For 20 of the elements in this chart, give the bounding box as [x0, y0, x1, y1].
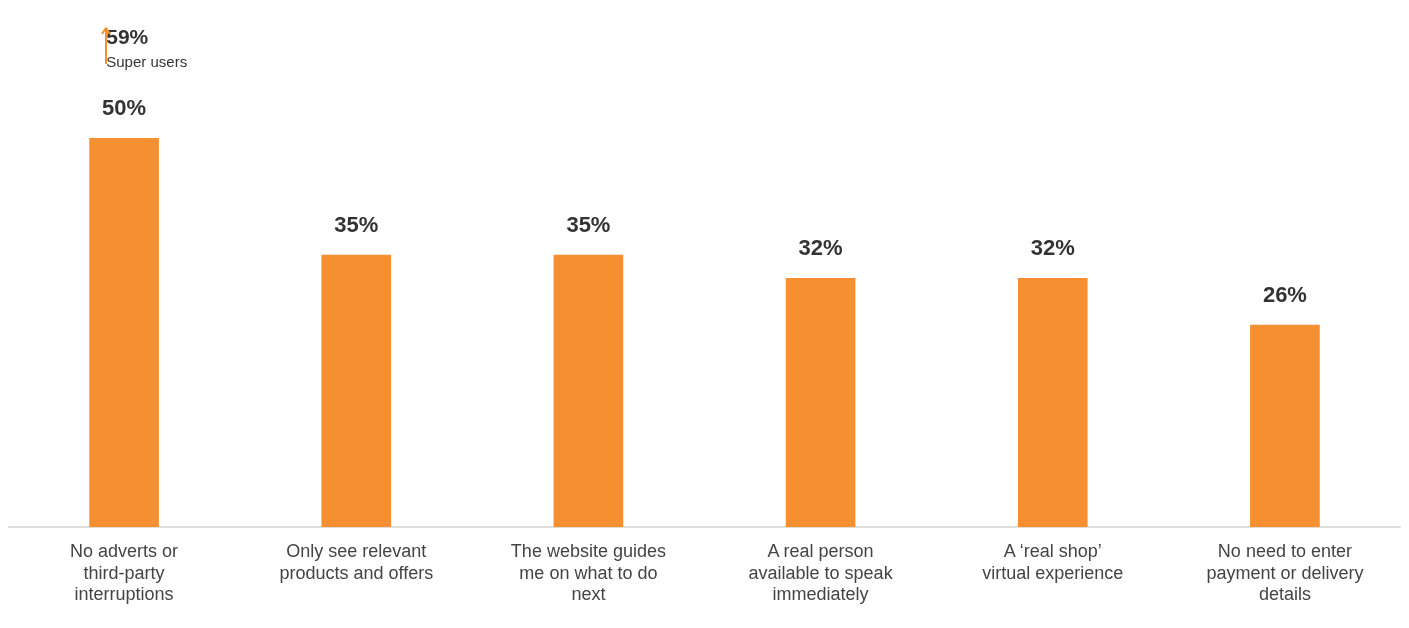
- x-tick-label: The website guides me on what to do next: [510, 540, 666, 605]
- bar: [1250, 324, 1320, 528]
- x-tick-label: A real person available to speak immediately: [748, 540, 894, 605]
- data-label: 32%: [798, 235, 843, 261]
- text: 59%: [106, 25, 149, 48]
- bar: [321, 254, 392, 528]
- bar: [785, 278, 856, 528]
- data-label: 35%: [566, 211, 611, 237]
- bar: [553, 254, 624, 528]
- data-label: 32%: [1030, 235, 1075, 261]
- bar: [89, 138, 159, 528]
- text: Super users: [106, 53, 188, 70]
- x-tick-label: A ‘real shop’ virtual experience: [982, 540, 1124, 583]
- x-tick-label: Only see relevant products and offers: [279, 540, 434, 583]
- x-tick-label: No adverts or third-party interruptions: [70, 540, 179, 605]
- bar: [1017, 278, 1088, 528]
- data-label: 35%: [334, 211, 379, 237]
- data-label: 50%: [102, 95, 147, 121]
- x-tick-label: No need to enter payment or delivery details: [1206, 540, 1364, 605]
- data-label: 26%: [1262, 281, 1307, 307]
